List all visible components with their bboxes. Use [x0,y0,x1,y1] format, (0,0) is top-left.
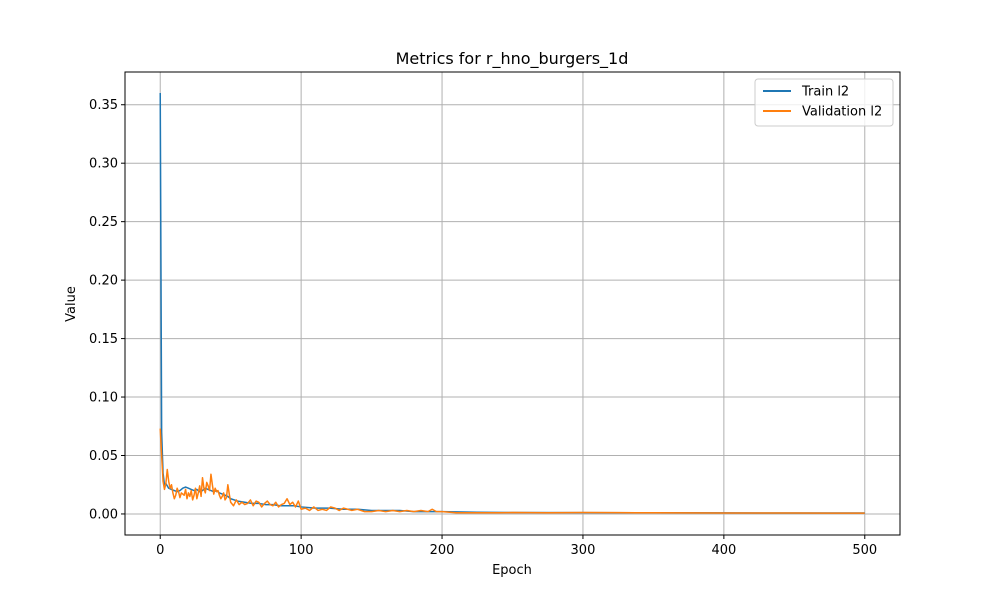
y-tick-label: 0.00 [89,507,118,522]
grid [125,72,900,535]
x-axis-title: Epoch [492,563,532,578]
x-tick-label: 200 [430,543,455,558]
plot-frame [124,71,901,536]
y-tick-label: 0.25 [89,215,118,230]
x-tick-label: 500 [852,543,877,558]
y-tick-label: 0.15 [89,332,118,347]
y-tick-label: 0.05 [89,449,118,464]
legend-label: Validation l2 [802,105,882,120]
chart-title: Metrics for r_hno_burgers_1d [396,49,629,69]
legend-label: Train l2 [801,85,849,100]
x-tick-label: 400 [711,543,736,558]
legend: Train l2 Validation l2 [754,78,894,127]
y-tick-label: 0.20 [89,274,118,289]
x-tick-label: 100 [289,543,314,558]
series-lines [159,93,865,514]
y-axis-title: Value [64,286,79,322]
axis-ticks: 0 100 200 300 400 500 0.00 0.05 0.10 0.15 0.20 0.25… [89,98,877,558]
y-tick-label: 0.35 [89,98,118,113]
y-tick-label: 0.10 [89,391,118,406]
series-line-train-l2 [159,93,865,514]
series-line-validation-l2 [159,428,865,514]
x-tick-label: 300 [571,543,596,558]
x-tick-label: 0 [156,543,164,558]
y-tick-label: 0.30 [89,157,118,172]
